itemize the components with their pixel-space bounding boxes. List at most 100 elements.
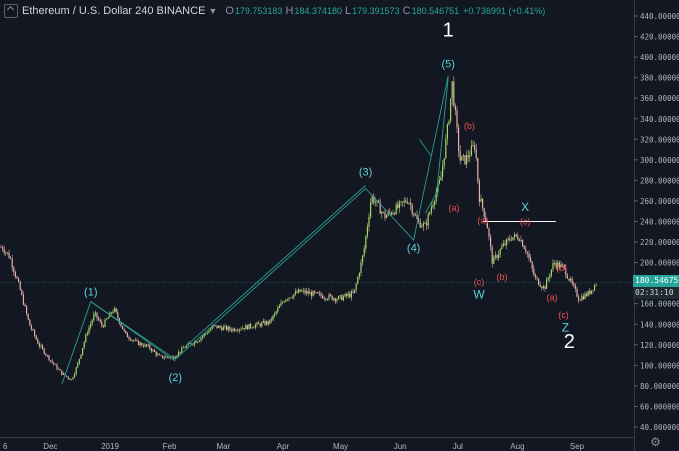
candle-body: [504, 243, 506, 245]
candle-body: [43, 348, 45, 354]
candle-body: [419, 221, 421, 228]
y-tick-label: 400.000000: [640, 53, 679, 62]
chevron-collapse-icon[interactable]: [4, 4, 18, 18]
candle-body: [134, 339, 136, 341]
candle-body: [490, 236, 492, 248]
candle-body: [282, 302, 284, 303]
wave-label: (1): [84, 286, 97, 298]
candle-body: [178, 351, 180, 356]
candle-body: [16, 276, 18, 279]
gear-icon[interactable]: ⚙: [650, 435, 661, 449]
candle-body: [94, 312, 96, 315]
candle-body: [50, 360, 52, 361]
candle-body: [413, 213, 415, 216]
y-tick-label: 280.000000: [640, 176, 679, 185]
candle-body: [494, 255, 496, 257]
candle-body: [547, 278, 549, 280]
candle-body: [363, 248, 365, 256]
candle-body: [395, 204, 397, 215]
close-value: 180.546751: [411, 6, 460, 16]
candle-body: [126, 332, 128, 338]
candle-body: [186, 345, 188, 348]
candle-body: [11, 258, 13, 268]
candle-body: [557, 262, 559, 268]
candle-body: [411, 205, 413, 214]
wave-label: (c): [520, 217, 531, 227]
candle-body: [272, 315, 274, 321]
candle-body: [226, 326, 228, 330]
candle-body: [515, 234, 517, 237]
candle-body: [67, 376, 69, 379]
candle-body: [333, 298, 335, 300]
x-tick-label: Feb: [163, 442, 177, 451]
candle-body: [434, 200, 436, 205]
candle-body: [259, 323, 261, 327]
candle-body: [558, 262, 560, 268]
candle-body: [26, 306, 28, 314]
candle-body: [91, 320, 93, 324]
candle-body: [592, 290, 594, 291]
candle-body: [578, 296, 580, 301]
candle-body: [323, 298, 325, 300]
candle-body: [584, 293, 586, 300]
candle-body: [320, 293, 322, 296]
candle-body: [256, 322, 258, 325]
symbol-title[interactable]: Ethereum / U.S. Dollar 240 BINANCE: [22, 5, 206, 17]
caret-down-icon[interactable]: ▼: [208, 6, 218, 16]
x-tick-label: Dec: [43, 442, 57, 451]
candle-body: [133, 340, 135, 341]
candle-body: [61, 370, 63, 375]
candle-body: [470, 145, 472, 156]
candle-body: [182, 347, 184, 349]
candle-body: [432, 204, 434, 208]
candle-body: [310, 292, 312, 297]
candle-body: [400, 201, 402, 203]
candle-body: [539, 284, 541, 287]
y-tick-label: 360.000000: [640, 94, 679, 103]
candle-body: [410, 202, 412, 206]
candle-body: [224, 326, 226, 328]
y-tick-label: 260.000000: [640, 197, 679, 206]
candle-body: [462, 155, 464, 157]
candle-body: [386, 215, 388, 219]
wave-label: (2): [169, 372, 182, 384]
y-tick-label: 100.000000: [640, 361, 679, 370]
candle-body: [18, 278, 20, 282]
candle-body: [469, 155, 471, 158]
candle-body: [144, 344, 146, 347]
wave-label: 1: [443, 20, 454, 42]
candle-body: [525, 249, 527, 253]
candle-body: [371, 195, 373, 203]
candle-body: [512, 237, 514, 241]
candle-body: [216, 325, 218, 328]
candle-body: [138, 340, 140, 346]
candle-body: [58, 369, 60, 370]
candle-body: [174, 357, 176, 359]
candle-body: [189, 343, 191, 344]
candle-body: [214, 325, 216, 326]
candle-body: [266, 321, 268, 325]
y-tick-label: 440.000000: [640, 12, 679, 21]
candle-body: [112, 311, 114, 314]
candle-body: [168, 357, 170, 358]
candle-body: [312, 291, 314, 297]
x-tick-label: Mar: [216, 442, 230, 451]
candle-body: [448, 121, 450, 125]
candle-body: [2, 247, 4, 250]
wave-label: 2: [564, 331, 575, 353]
candle-body: [238, 329, 240, 331]
candle-body: [99, 320, 101, 322]
candle-body: [528, 253, 530, 259]
candle-body: [27, 313, 29, 320]
candle-body: [242, 328, 244, 330]
candle-body: [352, 291, 354, 293]
candle-body: [315, 292, 317, 293]
candle-body: [37, 339, 39, 344]
candle-body: [579, 300, 581, 301]
wave-label: X: [521, 200, 529, 214]
x-tick-label: Jul: [453, 442, 463, 451]
candle-body: [398, 202, 400, 208]
candle-body: [394, 213, 396, 215]
candle-body: [198, 340, 200, 342]
